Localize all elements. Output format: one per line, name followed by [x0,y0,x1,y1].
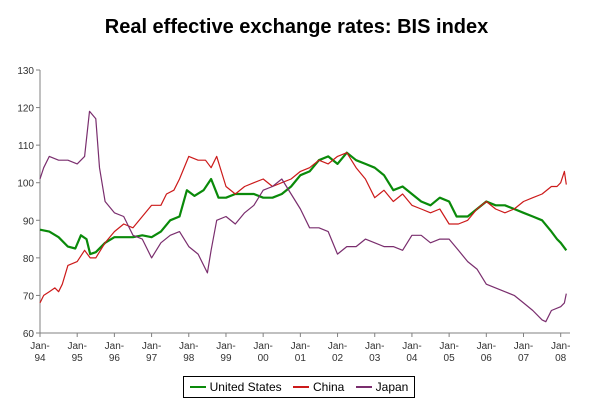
y-tick-label: 60 [23,329,35,340]
x-tick-label-year: 94 [34,353,46,364]
legend-item-china: China [292,380,345,394]
series-line-japan [39,110,567,323]
x-tick-label-month: Jan- [30,341,49,352]
x-tick-label-year: 08 [555,353,567,364]
y-tick-label: 120 [17,104,34,115]
x-tick-label-month: Jan- [477,341,496,352]
series-line-china [39,152,567,304]
y-tick-label: 110 [18,141,34,152]
x-tick-label-year: 96 [109,353,121,364]
x-tick-label-month: Jan- [179,341,198,352]
x-tick-label-year: 04 [406,353,418,364]
legend-item-japan: Japan [355,380,409,394]
axes: 60708090100110120130Jan-94Jan-95Jan-96Ja… [17,66,570,364]
x-tick-label-year: 95 [72,353,84,364]
x-tick-label-year: 07 [518,353,530,364]
chart-title: Real effective exchange rates: BIS index [104,16,489,38]
series-lines [39,110,568,323]
legend-swatch [189,386,206,388]
series-line-united-states [39,151,568,256]
x-tick-label-year: 05 [444,353,456,364]
legend-item-united-states: United States [189,380,282,394]
x-tick-label-year: 00 [258,353,270,364]
y-tick-label: 100 [17,179,34,190]
x-tick-label-month: Jan- [365,341,384,352]
x-tick-label-month: Jan- [216,341,235,352]
x-tick-label-month: Jan- [551,341,570,352]
x-tick-label-month: Jan- [514,341,533,352]
x-tick-label-month: Jan- [291,341,310,352]
x-tick-label-year: 06 [481,353,493,364]
legend-swatch [292,386,309,388]
x-tick-label-month: Jan- [253,341,272,352]
legend-swatch [355,386,372,388]
x-tick-label-year: 98 [183,353,195,364]
x-tick-label-month: Jan- [439,341,458,352]
x-tick-label-year: 03 [369,353,381,364]
x-tick-label-year: 97 [146,353,158,364]
y-tick-label: 80 [23,254,35,265]
x-tick-label-month: Jan- [142,341,161,352]
legend-label: United States [209,380,282,394]
x-tick-label-month: Jan- [105,341,124,352]
x-tick-label-year: 02 [332,353,344,364]
x-tick-label-year: 01 [295,353,307,364]
x-tick-label-month: Jan- [67,341,86,352]
x-tick-label-month: Jan- [402,341,421,352]
x-tick-label-month: Jan- [328,341,347,352]
y-tick-label: 130 [17,66,34,77]
legend: United States China Japan [183,376,415,398]
legend-label: Japan [375,380,409,394]
y-tick-label: 90 [23,216,35,227]
x-tick-label-year: 99 [220,353,232,364]
y-tick-label: 70 [23,291,35,302]
legend-label: China [312,380,345,394]
